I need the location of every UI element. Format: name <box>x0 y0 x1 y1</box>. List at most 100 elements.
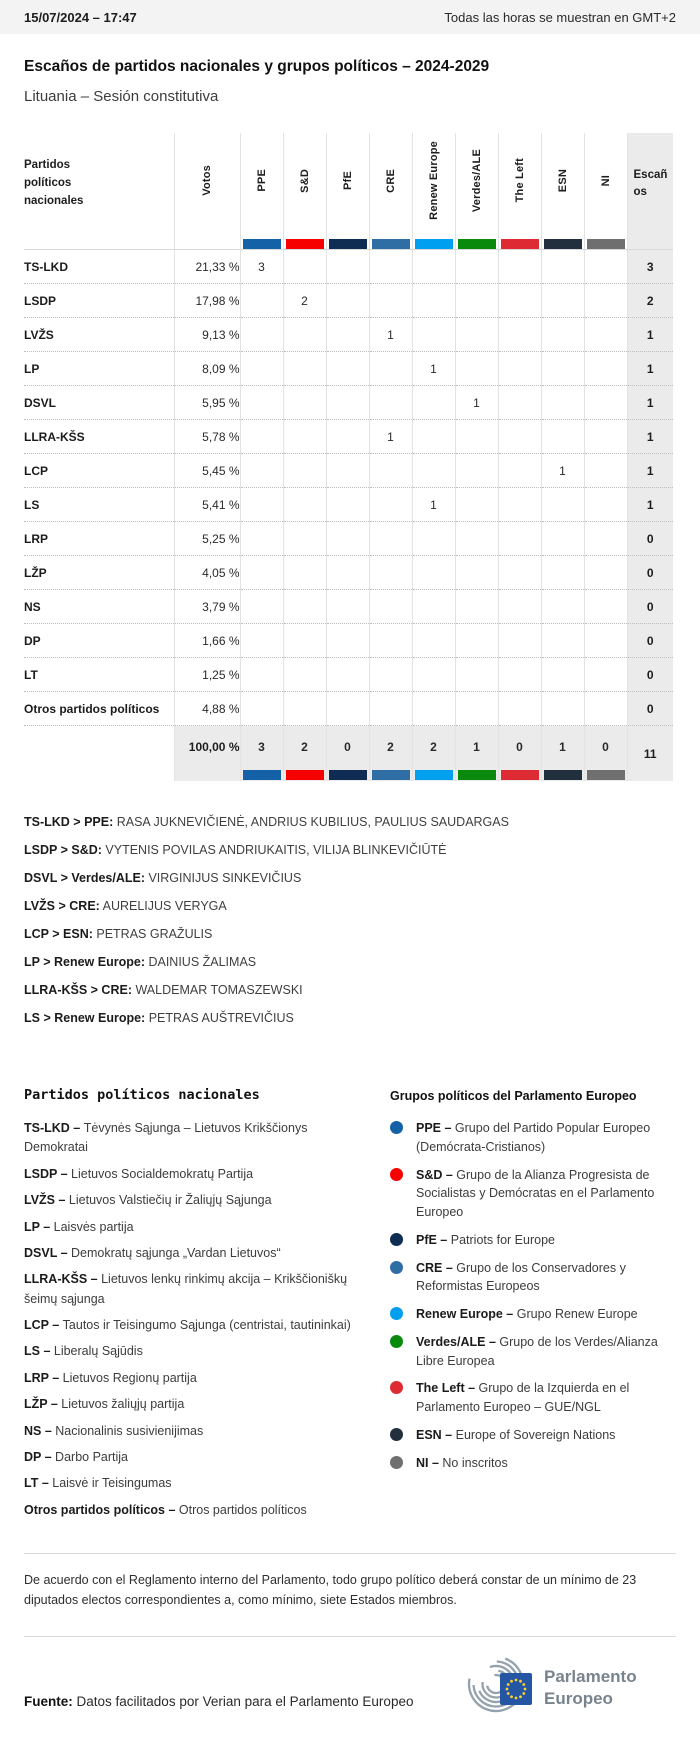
group-legend-text: PfE – Patriots for Europe <box>416 1232 555 1247</box>
group-color-dot <box>390 1381 403 1395</box>
group-seat-cell <box>326 453 370 488</box>
votes-cell: 1,25 % <box>174 657 241 692</box>
group-legend-text: The Left – Grupo de la Izquierda en el P… <box>416 1381 630 1414</box>
total-color-bar-row <box>24 768 673 781</box>
votes-cell: 17,98 % <box>174 283 241 318</box>
logo-text-line1: Parlamento <box>544 1667 637 1686</box>
group-abbr: Renew Europe – <box>416 1307 517 1321</box>
total-group-seat-cell: 2 <box>412 725 456 768</box>
group-seat-cell <box>455 589 499 624</box>
party-name-cell: TS-LKD <box>24 249 175 284</box>
column-header-group: CRE <box>369 133 413 239</box>
group-color-bar <box>285 239 324 249</box>
group-seat-cell <box>498 657 542 692</box>
seats-cell: 0 <box>627 555 673 590</box>
group-legend-item: CRE – Grupo de los Conservadores y Refor… <box>390 1259 676 1297</box>
party-legend-item: LT – Laisvė ir Teisingumas <box>24 1476 172 1491</box>
total-group-seat-cell: 2 <box>369 725 413 768</box>
column-header-votes: Votos <box>174 133 241 239</box>
group-seat-cell <box>326 657 370 692</box>
party-row: LSDP 17,98 % 2 2 <box>24 283 673 318</box>
party-row: LCP 5,45 % 1 1 <box>24 453 673 488</box>
column-header-seats: Escaños <box>627 133 673 239</box>
party-row: DSVL 5,95 % 1 1 <box>24 385 673 420</box>
party-row: LT 1,25 % 0 <box>24 657 673 692</box>
group-legend-item: NI – No inscritos <box>390 1454 676 1473</box>
group-seat-cell <box>498 419 542 454</box>
column-header-group: ESN <box>541 133 585 239</box>
group-seat-cell <box>584 419 628 454</box>
party-name-cell: Otros partidos políticos <box>24 691 175 726</box>
party-abbr: LT – <box>24 1476 53 1491</box>
votes-cell: 5,45 % <box>174 453 241 488</box>
group-seat-cell <box>283 351 327 386</box>
member-party-group: LS > Renew Europe: <box>24 1011 146 1025</box>
group-seat-cell <box>412 521 456 556</box>
group-color-bar <box>586 769 625 780</box>
group-seat-cell <box>541 249 585 284</box>
group-seat-cell <box>369 589 413 624</box>
group-abbr: S&D – <box>416 1167 457 1182</box>
footnote: De acuerdo con el Reglamento interno del… <box>24 1573 637 1607</box>
party-name-cell: LVŽS <box>24 317 175 352</box>
member-party-group: DSVL > Verdes/ALE: <box>24 871 145 885</box>
group-seat-cell <box>584 317 628 352</box>
party-row: NS 3,79 % 0 <box>24 589 673 624</box>
group-seat-cell <box>412 691 456 726</box>
group-legend-item: The Left – Grupo de la Izquierda en el P… <box>390 1379 676 1417</box>
seats-cell: 0 <box>627 521 673 556</box>
party-row: LRP 5,25 % 0 <box>24 521 673 556</box>
group-color-bar <box>242 769 281 780</box>
group-seat-cell <box>455 317 499 352</box>
group-seat-cell <box>240 487 284 522</box>
group-color-bar <box>371 769 410 780</box>
group-seat-cell: 1 <box>412 487 456 522</box>
group-legend-item: ESN – Europe of Sovereign Nations <box>390 1426 676 1445</box>
group-seat-cell <box>369 453 413 488</box>
member-party-group: LVŽS > CRE: <box>24 899 100 913</box>
group-color-dot <box>390 1167 403 1181</box>
votes-cell: 5,25 % <box>174 521 241 556</box>
group-seat-cell <box>412 555 456 590</box>
group-legend-item: PfE – Patriots for Europe <box>390 1231 676 1250</box>
group-color-dot <box>390 1334 403 1348</box>
group-seat-cell <box>240 623 284 658</box>
total-group-seat-cell: 0 <box>498 725 542 768</box>
group-color-dot <box>390 1307 403 1320</box>
party-row: LS 5,41 % 1 1 <box>24 487 673 522</box>
group-seat-cell <box>240 317 284 352</box>
party-name-cell: NS <box>24 589 175 624</box>
party-name-cell: DP <box>24 623 175 658</box>
group-seat-cell <box>455 555 499 590</box>
group-seat-cell <box>584 385 628 420</box>
party-legend-item: LŽP – Lietuvos žaliųjų partija <box>24 1397 185 1412</box>
party-row: LŽP 4,05 % 0 <box>24 555 673 590</box>
group-seat-cell <box>455 487 499 522</box>
member-line: DSVL > Verdes/ALE: VIRGINIJUS SINKEVIČIU… <box>24 871 302 885</box>
group-seat-cell <box>326 555 370 590</box>
group-seat-cell <box>240 589 284 624</box>
group-seat-cell <box>369 351 413 386</box>
group-color-bar <box>328 239 367 249</box>
group-seat-cell <box>412 453 456 488</box>
group-seat-cell <box>455 249 499 284</box>
group-seat-cell <box>283 657 327 692</box>
group-seat-cell <box>412 249 456 284</box>
group-seat-cell <box>541 317 585 352</box>
group-color-bar <box>242 239 281 249</box>
group-abbr: CRE – <box>416 1260 457 1275</box>
party-row: LP 8,09 % 1 1 <box>24 351 673 386</box>
elected-members-list: TS-LKD > PPE: RASA JUKNEVIČIENĖ, ANDRIUS… <box>24 815 676 1025</box>
group-legend-item: S&D – Grupo de la Alianza Progresista de… <box>390 1166 676 1222</box>
group-abbr: Verdes/ALE – <box>416 1334 500 1349</box>
group-seat-cell <box>412 419 456 454</box>
member-party-group: LSDP > S&D: <box>24 843 102 857</box>
group-legend-heading: Grupos políticos del Parlamento Europeo <box>390 1089 637 1103</box>
group-seat-cell <box>584 249 628 284</box>
group-seat-cell: 1 <box>369 317 413 352</box>
member-line: LCP > ESN: PETRAS GRAŽULIS <box>24 927 213 941</box>
group-seat-cell <box>584 657 628 692</box>
votes-cell: 21,33 % <box>174 249 241 284</box>
total-group-seat-cell: 1 <box>541 725 585 768</box>
group-color-dot <box>390 1232 403 1246</box>
